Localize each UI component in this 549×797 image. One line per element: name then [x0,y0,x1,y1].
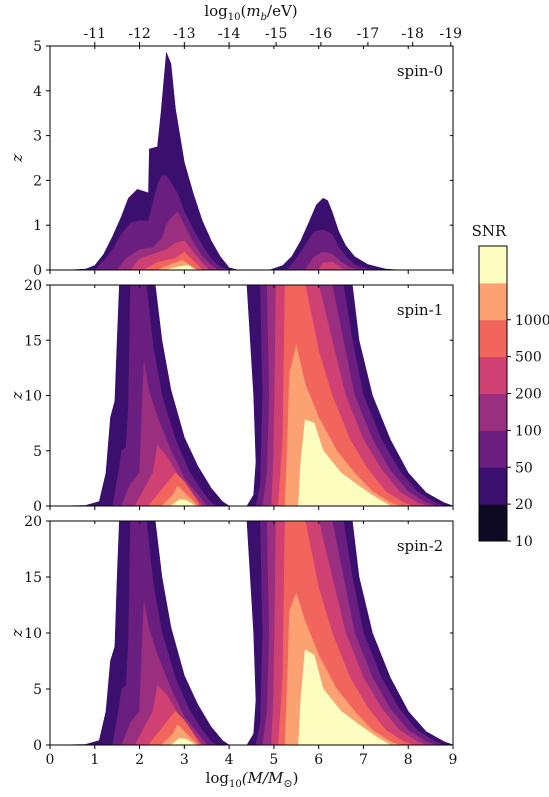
top-label-open: ( [241,2,247,20]
top-tick-label: -18 [401,26,424,42]
colorbar-band [479,319,507,358]
y-tick-label: 0 [33,263,42,279]
bottom-axis: 0 1 2 3 4 5 6 7 8 9 log10(M/M⊙) [46,752,458,790]
y-tick-label: 4 [33,84,42,100]
y-tick-label: 20 [24,514,42,530]
x-tick-marks [49,521,454,749]
contour-region-snr-1000 [166,265,196,270]
y-tick-label: 15 [24,570,42,586]
x-tick-label: 1 [90,752,99,768]
contour-region-snr-10 [67,52,400,270]
contour-region-snr-500 [161,593,400,745]
y-tick-label: 2 [33,173,42,189]
colorbar-tick-label: 50 [515,460,533,476]
top-label-var-sub: b [261,12,267,23]
colorbar-tick-label: 500 [515,350,542,366]
colorbar: 10 20 50 100 200 500 1000 SNR [472,222,549,550]
panel-spin-0: 0 1 2 3 4 5 z spin-0 [8,39,454,279]
x-label-main: (M/M [242,769,284,787]
top-label-close: ) [292,2,298,20]
y-tick-label: 10 [24,389,42,405]
top-label-var: m [246,2,260,20]
x-tick-label: 6 [314,752,323,768]
panel-frame [49,45,454,271]
top-label-suffix: /eV [267,2,293,20]
top-tick-label: -17 [357,26,380,42]
x-tick-label: 2 [135,752,144,768]
colorbar-band [479,393,507,431]
x-tick-label: 8 [404,752,413,768]
colorbar-band [479,504,507,542]
colorbar-band [479,282,507,321]
x-label-sub: 10 [229,779,242,790]
y-tick-label: 10 [24,626,42,642]
y-ticks: 0 5 10 15 20 [24,514,453,754]
contour-region-snr-200 [148,285,413,506]
top-tick-label: -13 [173,26,196,42]
colorbar-band [479,356,507,394]
colorbar-band [479,246,507,284]
panel-spin-2: 0 5 10 15 20 z spin-2 [8,514,454,754]
colorbar-tick-label: 100 [515,423,542,439]
top-tick-label: -16 [310,26,333,42]
y-ticks: 0 1 2 3 4 5 [33,39,453,279]
x-tick-label: 5 [269,752,278,768]
x-tick-label: 9 [449,752,458,768]
contour-regions [67,52,400,270]
top-tick-label: -11 [84,26,107,42]
top-tick-label: -14 [218,26,241,42]
top-axis-label: log10(mb/eV) [204,2,297,23]
colorbar-title: SNR [472,222,507,240]
contour-region-snr-200 [148,521,413,745]
contour-regions [58,521,453,745]
panel-spin-1: 0 5 10 15 20 z spin-1 [8,278,454,515]
y-tick-label: 3 [33,129,42,145]
colorbar-band [479,430,507,468]
top-label-log: log [204,2,228,20]
contour-region-snr-1000 [170,649,391,745]
top-tick-label: -19 [439,26,462,42]
y-tick-label: 5 [33,682,42,698]
x-axis-label: log10(M/M⊙) [206,769,299,790]
top-axis: -11 -12 -13 -14 -15 -16 -17 -18 -19 log10(mb/eV) [84,2,462,46]
x-label-sun: ⊙ [283,777,292,790]
top-tick-label: -15 [265,26,288,42]
top-label-sub: 10 [228,12,241,23]
y-axis-label: z [8,391,26,400]
y-tick-label: 0 [33,499,42,515]
x-tick-label: 7 [359,752,368,768]
y-tick-label: 20 [24,278,42,294]
panel-label: spin-0 [397,62,443,80]
colorbar-tick-label: 200 [515,387,542,403]
x-tick-marks [49,285,454,510]
contour-region-snr-1000 [170,419,391,506]
colorbar-tick-label: 20 [515,497,533,513]
y-axis-label: z [8,154,26,163]
panel-label: spin-1 [397,301,443,319]
y-tick-label: 0 [33,738,42,754]
x-label-close: ) [293,769,299,787]
panels-layer: 0 1 2 3 4 5 z spin-0 0 5 10 15 20 z spin-1 0 5 10 15 20 z spi… [8,39,454,754]
panel-label: spin-2 [397,537,443,555]
contour-region-snr-500 [161,345,400,506]
contour-regions [58,285,453,506]
x-tick-label: 4 [225,752,234,768]
x-label-log: log [206,769,230,787]
top-tick-label: -12 [128,26,151,42]
y-axis-label: z [8,629,26,638]
y-ticks: 0 5 10 15 20 [24,278,453,515]
y-tick-label: 5 [33,39,42,55]
x-tick-marks [49,46,454,274]
x-tick-label: 0 [46,752,55,768]
y-tick-label: 15 [24,333,42,349]
colorbar-band [479,467,507,505]
colorbar-tick-label: 1000 [515,313,549,329]
x-tick-label: 3 [180,752,189,768]
y-tick-label: 1 [33,218,42,234]
y-tick-label: 5 [33,444,42,460]
colorbar-tick-label: 10 [515,534,533,550]
